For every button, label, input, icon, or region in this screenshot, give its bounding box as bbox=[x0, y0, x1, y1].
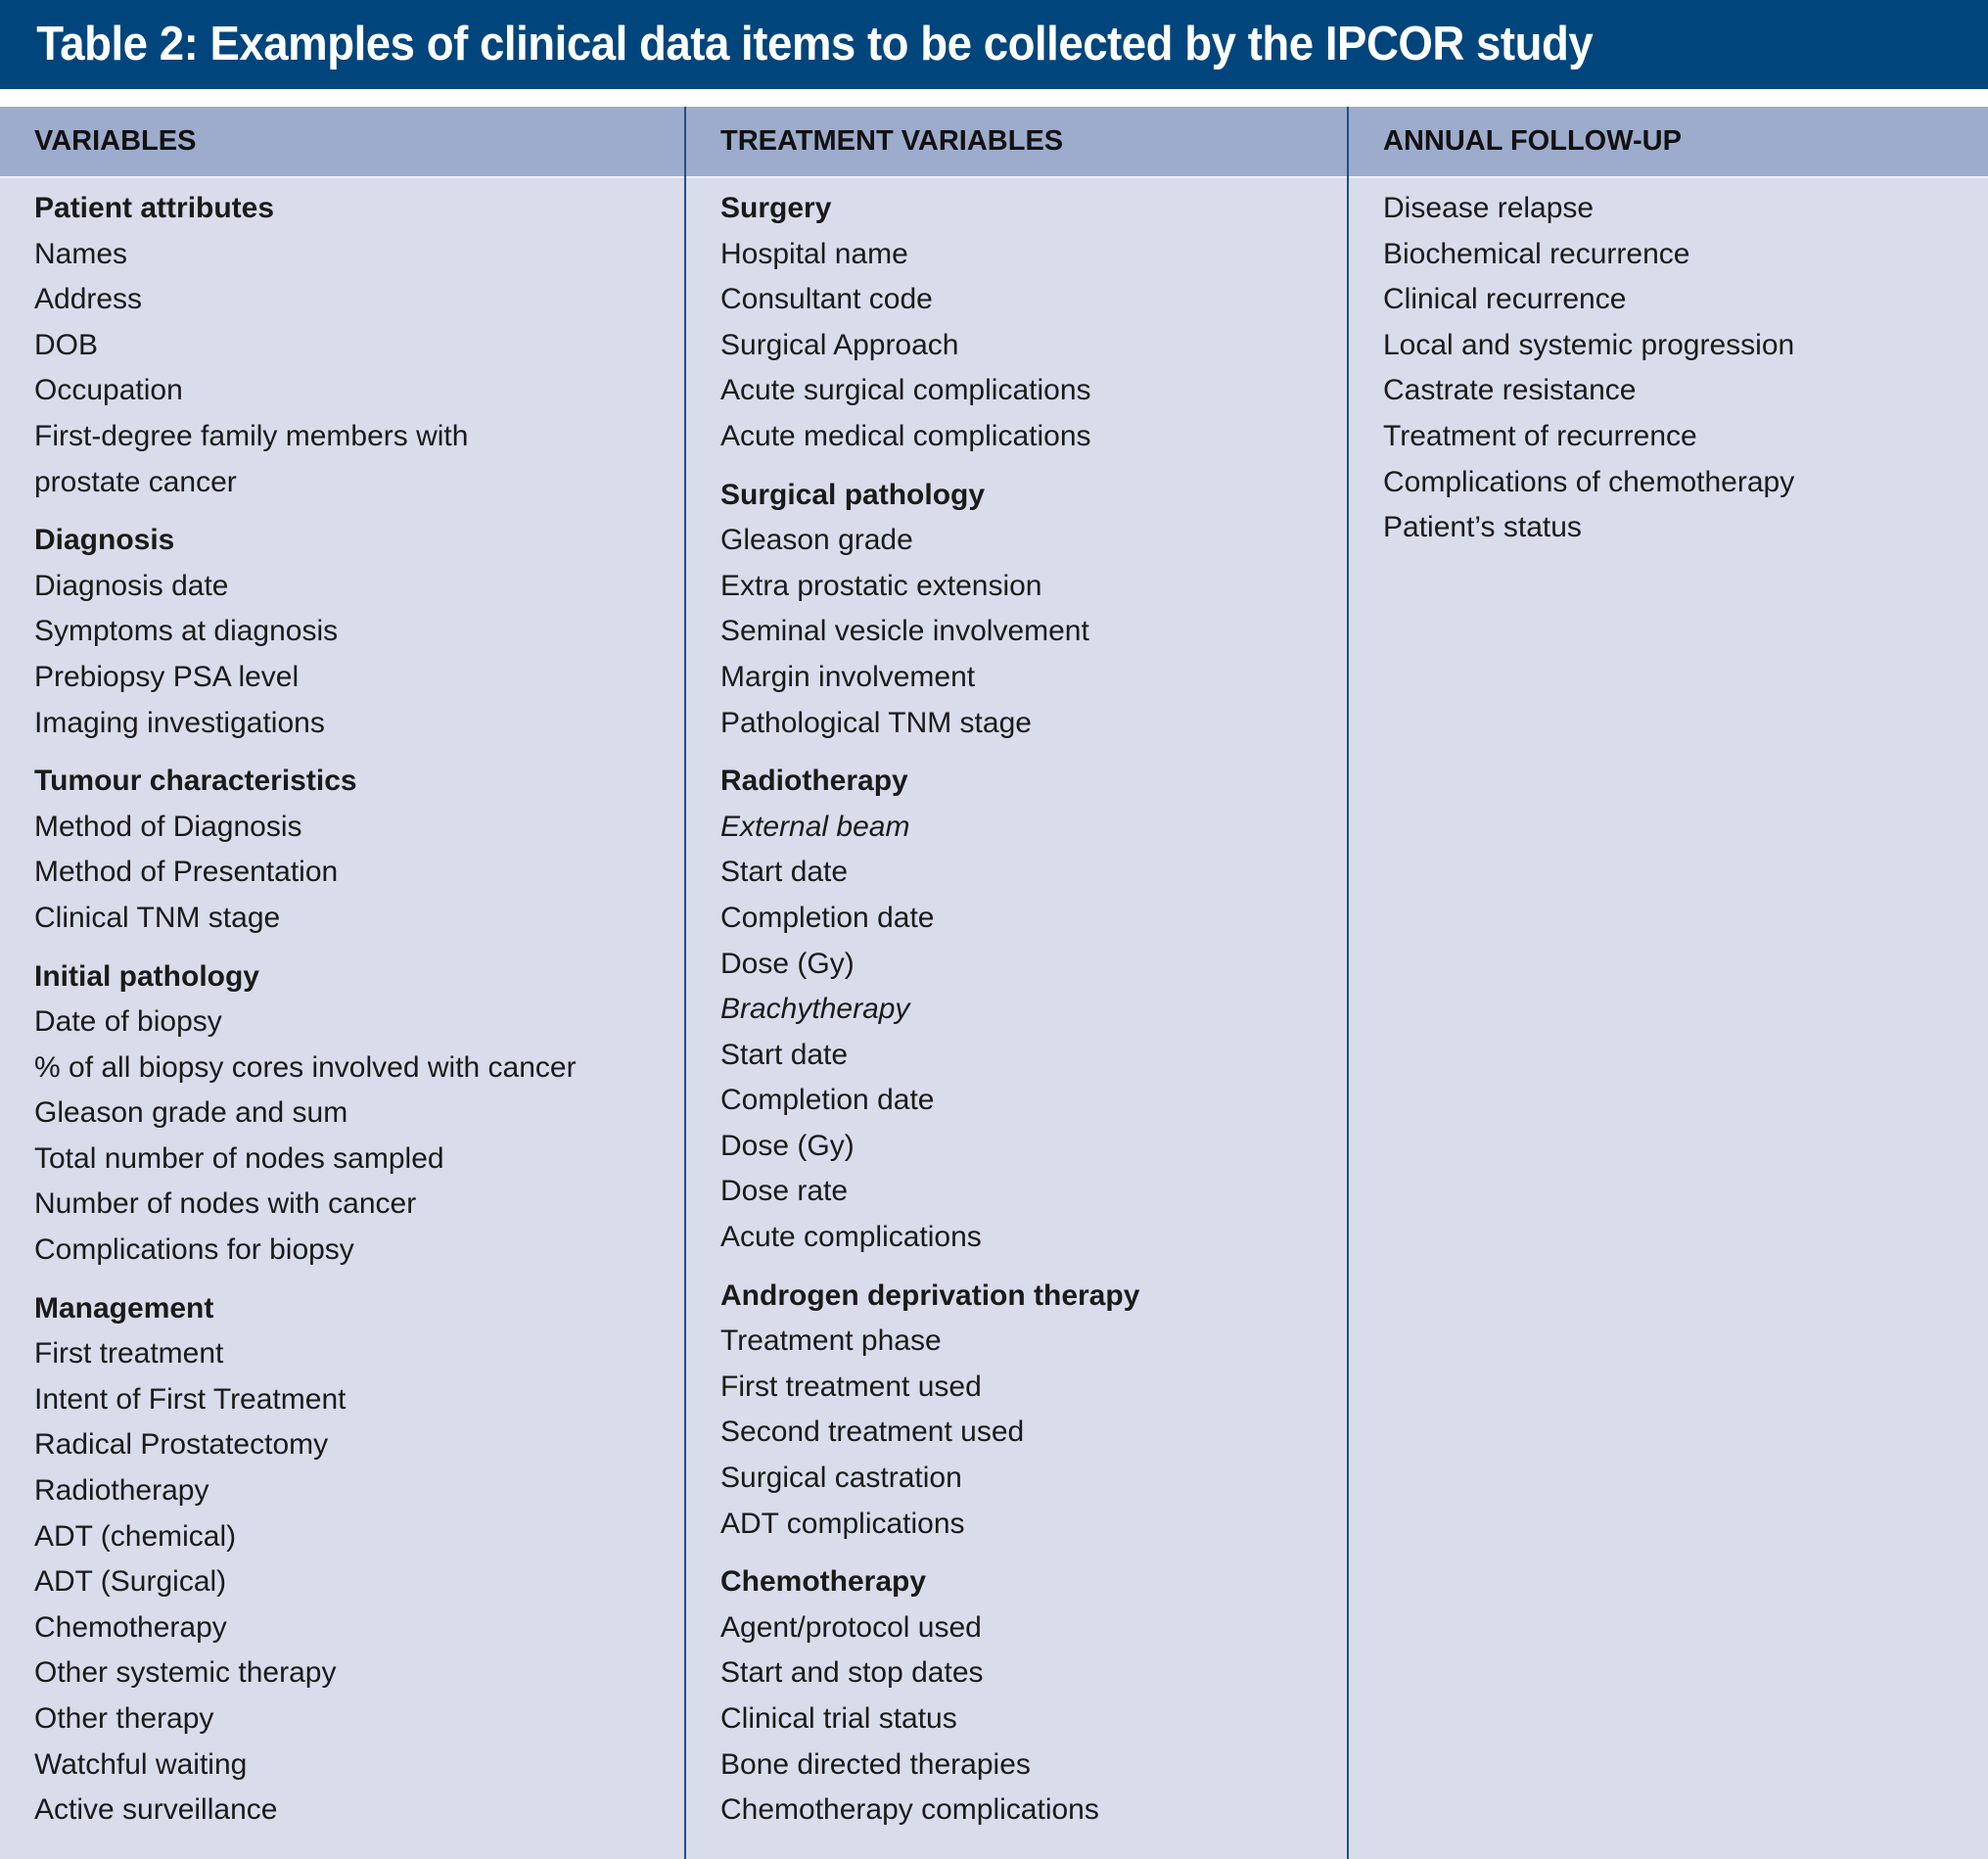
list-item: ADT (chemical) bbox=[34, 1519, 237, 1553]
list-item: Local and systemic progression bbox=[1383, 328, 1795, 361]
list-item: External beam bbox=[720, 810, 910, 843]
list-item: Castrate resistance bbox=[1383, 374, 1637, 407]
group-heading: Tumour characteristics bbox=[34, 765, 357, 798]
list-item: Bone directed therapies bbox=[720, 1747, 1031, 1781]
list-item: Acute medical complications bbox=[720, 419, 1091, 452]
list-item: Treatment of recurrence bbox=[1383, 419, 1697, 452]
column-header: ANNUAL FOLLOW-UP bbox=[1349, 107, 1988, 178]
list-item: % of all biopsy cores involved with canc… bbox=[34, 1050, 577, 1084]
column-treatment-variables: TREATMENT VARIABLES Surgery Hospital name… bbox=[684, 107, 1347, 1859]
list-item: Pathological TNM stage bbox=[720, 706, 1032, 739]
group-heading: Surgery bbox=[720, 192, 832, 224]
list-item: Second treatment used bbox=[720, 1416, 1025, 1449]
list-item: Radiotherapy bbox=[34, 1474, 209, 1508]
list-item: Clinical TNM stage bbox=[34, 901, 281, 934]
group-heading: Diagnosis bbox=[34, 524, 175, 557]
list-item: Start date bbox=[720, 1038, 849, 1071]
group-heading: Androgen deprivation therapy bbox=[720, 1278, 1140, 1312]
table-title: Table 2: Examples of clinical data items… bbox=[36, 18, 1594, 70]
list-item: Method of Diagnosis bbox=[34, 810, 302, 843]
list-item: Number of nodes with cancer bbox=[34, 1187, 417, 1221]
list-item: Radical Prostatectomy bbox=[34, 1428, 329, 1462]
list-item: Dose rate bbox=[720, 1175, 849, 1208]
list-item: Clinical trial status bbox=[720, 1702, 957, 1735]
list-item: Start and stop dates bbox=[720, 1656, 984, 1690]
list-item: Diagnosis date bbox=[34, 569, 229, 602]
list-item: ADT (Surgical) bbox=[34, 1565, 227, 1599]
column-body: Surgery Hospital name Consultant code Surgi… bbox=[686, 178, 1347, 1834]
column-header: TREATMENT VARIABLES bbox=[686, 107, 1347, 178]
column-body: Patient attributes Names Address DOB Occupat… bbox=[0, 178, 684, 1834]
list-item: Chemotherapy bbox=[34, 1610, 227, 1644]
list-item: Dose (Gy) bbox=[720, 947, 855, 980]
list-item: Agent/protocol used bbox=[720, 1610, 982, 1644]
list-item: Complications for biopsy bbox=[34, 1233, 354, 1267]
list-item: Watchful waiting bbox=[34, 1747, 248, 1781]
list-item: Disease relapse bbox=[1383, 192, 1595, 224]
list-item: Patient’s status bbox=[1383, 511, 1582, 544]
column-body: Disease relapse Biochemical recurrence Cli… bbox=[1349, 178, 1988, 551]
list-item: Start date bbox=[720, 856, 849, 889]
group-heading: Initial pathology bbox=[34, 959, 259, 993]
list-item: Complications of chemotherapy bbox=[1383, 465, 1795, 498]
list-item: Active surveillance bbox=[34, 1793, 278, 1827]
column-header: VARIABLES bbox=[0, 107, 684, 178]
list-item: Biochemical recurrence bbox=[1383, 237, 1690, 270]
list-item: Surgical Approach bbox=[720, 328, 959, 361]
list-item: Date of biopsy bbox=[34, 1005, 222, 1039]
list-item: Acute surgical complications bbox=[720, 374, 1091, 407]
list-item: Surgical castration bbox=[720, 1462, 962, 1495]
column-variables: VARIABLES Patient attributes Names Address… bbox=[0, 107, 684, 1859]
list-item: ADT complications bbox=[720, 1507, 965, 1540]
list-item: Brachytherapy bbox=[720, 993, 910, 1026]
list-item: Prebiopsy PSA level bbox=[34, 660, 300, 693]
list-item: Gleason grade bbox=[720, 524, 913, 557]
list-item: Completion date bbox=[720, 1084, 935, 1117]
list-item: Address bbox=[34, 283, 143, 316]
title-bar: Table 2: Examples of clinical data items… bbox=[0, 0, 1988, 89]
list-item: Extra prostatic extension bbox=[720, 569, 1042, 602]
list-item: First treatment used bbox=[720, 1370, 982, 1403]
group-heading: Chemotherapy bbox=[720, 1565, 927, 1599]
list-item: First-degree family members with bbox=[34, 419, 469, 452]
group-heading: Surgical pathology bbox=[720, 478, 986, 511]
list-item: Completion date bbox=[720, 901, 935, 934]
list-item: Method of Presentation bbox=[34, 856, 339, 889]
group-heading: Radiotherapy bbox=[720, 765, 908, 798]
list-item: Chemotherapy complications bbox=[720, 1793, 1099, 1827]
list-item: Dose (Gy) bbox=[720, 1129, 855, 1162]
list-item: First treatment bbox=[34, 1337, 224, 1371]
list-item: Imaging investigations bbox=[34, 706, 325, 739]
list-item: Seminal vesicle involvement bbox=[720, 615, 1089, 648]
list-item: prostate cancer bbox=[34, 465, 237, 498]
group-heading: Patient attributes bbox=[34, 192, 275, 224]
list-item: Other systemic therapy bbox=[34, 1656, 337, 1690]
list-item: Symptoms at diagnosis bbox=[34, 615, 339, 648]
list-item: Intent of First Treatment bbox=[34, 1382, 347, 1416]
list-item: Acute complications bbox=[720, 1221, 982, 1254]
list-item: Occupation bbox=[34, 374, 183, 407]
list-item: Consultant code bbox=[720, 283, 933, 316]
list-item: Hospital name bbox=[720, 237, 908, 270]
list-item: Margin involvement bbox=[720, 660, 976, 693]
list-item: Other therapy bbox=[34, 1702, 214, 1735]
column-annual-follow-up: ANNUAL FOLLOW-UP Disease relapse Biochemi… bbox=[1347, 107, 1988, 1859]
list-item: Names bbox=[34, 237, 128, 270]
list-item: Clinical recurrence bbox=[1383, 283, 1627, 316]
list-item: Total number of nodes sampled bbox=[34, 1141, 444, 1175]
data-items-table: VARIABLES Patient attributes Names Address… bbox=[0, 107, 1988, 1859]
group-heading: Management bbox=[34, 1291, 214, 1325]
list-item: DOB bbox=[34, 328, 99, 361]
list-item: Treatment phase bbox=[720, 1325, 942, 1358]
list-item: Gleason grade and sum bbox=[34, 1096, 348, 1130]
